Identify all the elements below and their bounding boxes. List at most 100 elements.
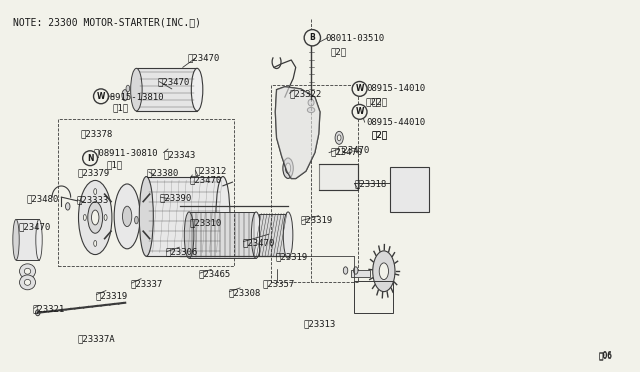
- Text: ※23308: ※23308: [228, 288, 260, 297]
- Text: ※23480: ※23480: [26, 195, 58, 203]
- Ellipse shape: [134, 217, 138, 224]
- Ellipse shape: [252, 212, 261, 258]
- Ellipse shape: [114, 184, 140, 249]
- Text: ※23322: ※23322: [289, 90, 321, 99]
- Ellipse shape: [131, 68, 142, 111]
- Bar: [271, 85, 358, 282]
- Text: ※23390: ※23390: [159, 193, 191, 202]
- Bar: [136, 68, 197, 111]
- Bar: [351, 270, 370, 277]
- Ellipse shape: [283, 158, 293, 179]
- Text: ⌳06: ⌳06: [598, 351, 612, 360]
- Text: ※23310: ※23310: [189, 219, 221, 228]
- Ellipse shape: [24, 279, 31, 285]
- Ellipse shape: [79, 180, 112, 254]
- Text: 08915-14010: 08915-14010: [366, 84, 425, 93]
- Text: ※23470: ※23470: [242, 238, 275, 247]
- Ellipse shape: [335, 131, 343, 144]
- Text: W: W: [355, 84, 364, 93]
- Text: 08011-03510: 08011-03510: [325, 34, 384, 43]
- Ellipse shape: [35, 310, 40, 316]
- Ellipse shape: [122, 90, 128, 101]
- Ellipse shape: [122, 206, 132, 227]
- Ellipse shape: [92, 210, 99, 225]
- Ellipse shape: [104, 215, 107, 221]
- Ellipse shape: [216, 177, 230, 256]
- Ellipse shape: [126, 85, 130, 92]
- Ellipse shape: [308, 99, 314, 106]
- Text: ※23380: ※23380: [147, 169, 179, 177]
- Text: （2）: （2）: [371, 130, 387, 140]
- Text: ※23313: ※23313: [303, 320, 335, 329]
- Text: 〈2）: 〈2）: [371, 130, 387, 140]
- Ellipse shape: [307, 108, 315, 113]
- Text: ⌳06: ⌳06: [598, 350, 612, 359]
- Text: W: W: [97, 92, 105, 101]
- Ellipse shape: [353, 267, 358, 274]
- Text: ※23465: ※23465: [198, 269, 231, 278]
- Text: ※23306: ※23306: [166, 247, 198, 256]
- Ellipse shape: [304, 30, 321, 46]
- Ellipse shape: [93, 89, 108, 104]
- Bar: [390, 167, 429, 212]
- Ellipse shape: [36, 219, 42, 260]
- FancyBboxPatch shape: [16, 219, 39, 260]
- Ellipse shape: [65, 203, 70, 210]
- Text: ※23337: ※23337: [131, 279, 163, 288]
- Ellipse shape: [20, 264, 35, 279]
- Text: ※23319: ※23319: [95, 291, 127, 300]
- Text: ※08915-13810: ※08915-13810: [100, 93, 164, 102]
- Text: ※23378: ※23378: [81, 129, 113, 139]
- Ellipse shape: [24, 268, 31, 274]
- Ellipse shape: [343, 267, 348, 274]
- Ellipse shape: [285, 163, 291, 173]
- Text: ※23470: ※23470: [189, 175, 221, 184]
- Text: ※23319: ※23319: [301, 216, 333, 225]
- Text: ※23470: ※23470: [330, 147, 362, 156]
- Polygon shape: [275, 87, 320, 179]
- Text: ※23337A: ※23337A: [77, 334, 115, 344]
- Bar: [355, 282, 393, 313]
- Ellipse shape: [88, 202, 102, 233]
- Ellipse shape: [284, 212, 293, 258]
- Text: ※08911-30810: ※08911-30810: [93, 148, 158, 157]
- Ellipse shape: [93, 189, 97, 195]
- Text: ※23318: ※23318: [355, 180, 387, 189]
- Text: ※23312: ※23312: [195, 167, 227, 176]
- Polygon shape: [319, 164, 358, 190]
- Ellipse shape: [191, 68, 203, 111]
- Ellipse shape: [93, 240, 97, 246]
- Text: （1）: （1）: [113, 104, 129, 113]
- Text: ※23470: ※23470: [157, 78, 189, 87]
- Text: ※23357: ※23357: [262, 280, 295, 289]
- Bar: [58, 119, 234, 266]
- Text: ※23379: ※23379: [77, 169, 109, 177]
- Ellipse shape: [380, 263, 388, 280]
- Text: 〈2）: 〈2）: [371, 97, 387, 106]
- Text: 08915-44010: 08915-44010: [366, 118, 425, 127]
- Text: ※23319: ※23319: [275, 253, 308, 262]
- Ellipse shape: [83, 215, 86, 221]
- Text: ※23343: ※23343: [164, 150, 196, 159]
- Ellipse shape: [372, 251, 395, 292]
- Ellipse shape: [140, 177, 154, 256]
- Ellipse shape: [337, 135, 341, 141]
- Text: ※23470: ※23470: [338, 145, 370, 154]
- Text: NOTE: 23300 MOTOR-STARTER(INC.※): NOTE: 23300 MOTOR-STARTER(INC.※): [13, 17, 202, 28]
- Ellipse shape: [20, 275, 35, 290]
- Ellipse shape: [352, 105, 367, 119]
- Bar: [147, 177, 223, 256]
- Text: B: B: [310, 33, 316, 42]
- Text: N: N: [87, 154, 93, 163]
- Bar: [189, 212, 256, 258]
- Ellipse shape: [184, 212, 194, 258]
- Text: 〈2）: 〈2）: [330, 47, 346, 56]
- Text: ※23470: ※23470: [19, 222, 51, 231]
- Ellipse shape: [83, 151, 97, 166]
- Text: W: W: [355, 108, 364, 116]
- Text: （2）: （2）: [366, 97, 382, 106]
- Text: ※23321: ※23321: [33, 305, 65, 314]
- Ellipse shape: [352, 81, 367, 96]
- Text: ※23470: ※23470: [187, 54, 220, 62]
- Text: ※23333: ※23333: [76, 196, 108, 205]
